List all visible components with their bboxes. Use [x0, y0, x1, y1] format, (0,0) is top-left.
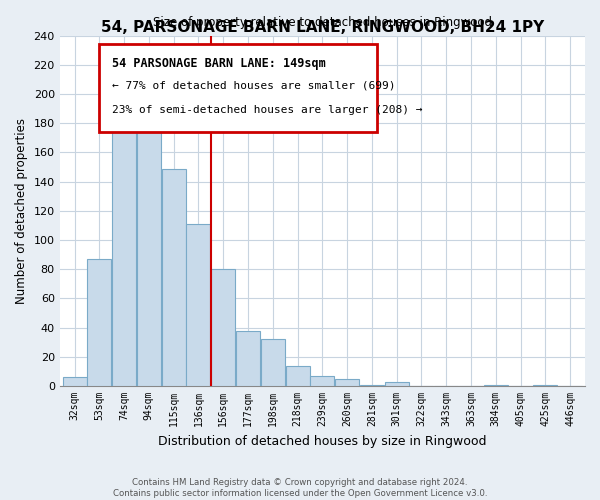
Bar — [286, 366, 310, 386]
Text: ← 77% of detached houses are smaller (699): ← 77% of detached houses are smaller (69… — [112, 80, 396, 90]
Bar — [261, 340, 285, 386]
Bar — [161, 168, 185, 386]
Bar — [360, 384, 384, 386]
Y-axis label: Number of detached properties: Number of detached properties — [15, 118, 28, 304]
Bar — [187, 224, 211, 386]
Bar — [385, 382, 409, 386]
Bar — [62, 378, 86, 386]
Bar — [87, 259, 112, 386]
Bar — [335, 379, 359, 386]
Text: 23% of semi-detached houses are larger (208) →: 23% of semi-detached houses are larger (… — [112, 105, 423, 115]
Text: 54 PARSONAGE BARN LANE: 149sqm: 54 PARSONAGE BARN LANE: 149sqm — [112, 56, 326, 70]
Title: 54, PARSONAGE BARN LANE, RINGWOOD, BH24 1PY: 54, PARSONAGE BARN LANE, RINGWOOD, BH24 … — [101, 20, 544, 34]
Bar — [236, 330, 260, 386]
Bar — [211, 270, 235, 386]
FancyBboxPatch shape — [99, 44, 377, 132]
Bar — [533, 384, 557, 386]
Bar — [310, 376, 334, 386]
Text: Contains HM Land Registry data © Crown copyright and database right 2024.
Contai: Contains HM Land Registry data © Crown c… — [113, 478, 487, 498]
X-axis label: Distribution of detached houses by size in Ringwood: Distribution of detached houses by size … — [158, 434, 487, 448]
Bar — [137, 113, 161, 386]
Bar — [484, 384, 508, 386]
Text: Size of property relative to detached houses in Ringwood: Size of property relative to detached ho… — [153, 16, 492, 28]
Bar — [112, 100, 136, 386]
